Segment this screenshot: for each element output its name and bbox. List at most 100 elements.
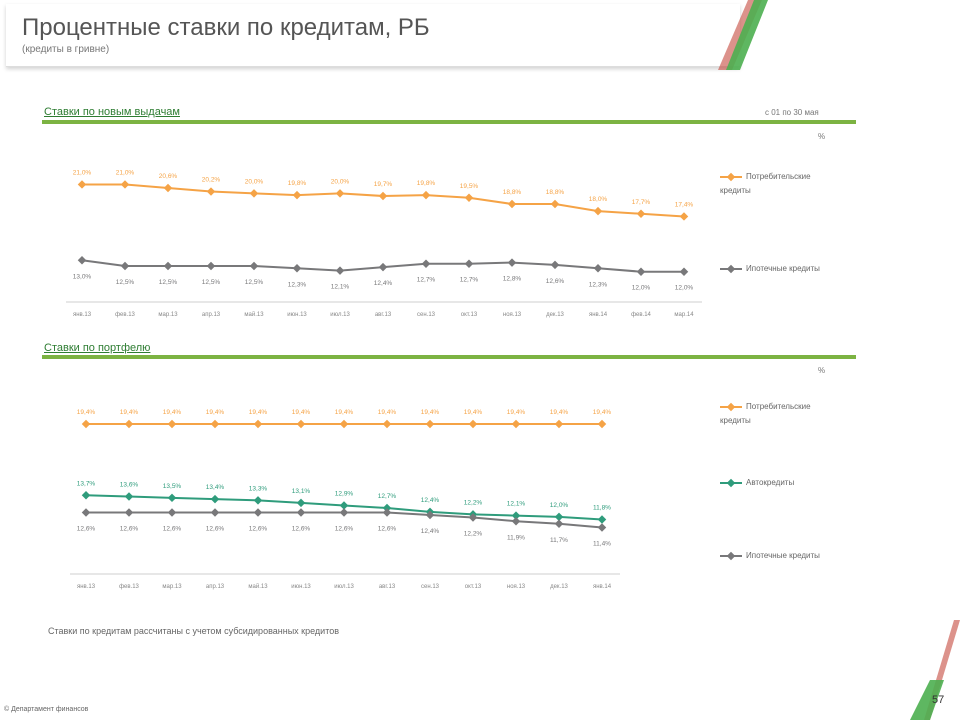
x-tick-label: янв.13 <box>77 584 96 590</box>
data-label-consumer: 17,4% <box>675 201 694 208</box>
x-tick-label: окт.13 <box>465 584 482 590</box>
data-point-consumer <box>81 419 91 429</box>
footnote: Ставки по кредитам рассчитаны с учетом с… <box>48 626 340 636</box>
data-point-consumer <box>378 191 388 201</box>
data-point-consumer <box>421 190 431 200</box>
data-point-mortgage <box>335 266 345 275</box>
x-tick-label: июл.13 <box>334 584 354 590</box>
data-point-mortgage <box>679 267 689 276</box>
x-tick-label: сен.13 <box>421 584 440 590</box>
data-label-car: 13,4% <box>206 484 225 491</box>
data-point-car <box>124 492 134 501</box>
data-point-mortgage <box>464 259 474 268</box>
data-label-consumer: 18,0% <box>589 196 608 203</box>
data-label-mortgage: 12,5% <box>116 279 135 286</box>
data-point-car <box>167 493 177 503</box>
data-label-mortgage: 12,0% <box>632 285 651 292</box>
data-point-consumer <box>554 419 564 429</box>
legend-mortgage-portfolio: Ипотечные кредиты <box>720 549 830 563</box>
legend-label-consumer: Потребительские кредиты <box>720 402 811 425</box>
x-tick-label: янв.14 <box>593 584 612 590</box>
x-tick-label: мар.13 <box>158 312 178 318</box>
x-tick-label: авг.13 <box>379 584 396 590</box>
data-point-consumer <box>382 419 392 429</box>
data-point-mortgage <box>210 508 220 517</box>
data-label-car: 12,0% <box>550 502 569 509</box>
data-label-mortgage: 12,6% <box>206 526 225 533</box>
data-point-mortgage <box>339 508 349 517</box>
header-panel: Процентные ставки по кредитам, РБ (креди… <box>6 4 740 67</box>
x-tick-label: янв.14 <box>589 312 608 318</box>
x-tick-label: май.13 <box>244 311 264 318</box>
data-point-consumer <box>206 187 216 196</box>
legend-marker-consumer <box>720 403 742 411</box>
data-point-consumer <box>511 419 521 429</box>
data-label-car: 12,9% <box>335 490 354 497</box>
data-label-consumer: 20,0% <box>331 178 350 185</box>
data-label-consumer: 17,7% <box>632 199 651 206</box>
data-label-consumer: 19,7% <box>374 181 393 188</box>
unit-percent-new: % <box>818 132 826 141</box>
data-label-consumer: 19,4% <box>77 409 96 416</box>
data-point-mortgage <box>292 264 302 273</box>
footer-department: © Департамент финансов <box>4 706 89 713</box>
data-label-mortgage: 13,0% <box>73 273 92 280</box>
data-label-mortgage: 12,6% <box>335 526 354 533</box>
data-point-consumer <box>550 199 560 209</box>
data-point-mortgage <box>382 508 392 517</box>
data-point-consumer <box>77 180 87 189</box>
x-tick-label: фев.13 <box>115 312 135 318</box>
x-tick-label: ноя.13 <box>503 312 522 318</box>
x-tick-label: дек.13 <box>546 312 564 318</box>
data-label-mortgage: 11,7% <box>550 537 568 544</box>
data-label-consumer: 19,8% <box>288 180 307 187</box>
data-label-consumer: 18,8% <box>546 189 565 196</box>
data-point-mortgage <box>124 508 134 517</box>
data-point-mortgage <box>206 261 216 271</box>
data-label-car: 13,5% <box>163 483 182 490</box>
x-tick-label: июн.13 <box>291 584 311 590</box>
corner-stripe-decoration <box>718 0 768 70</box>
data-label-car: 11,8% <box>593 504 611 511</box>
data-label-consumer: 18,8% <box>503 189 522 196</box>
data-label-mortgage: 12,6% <box>292 526 311 533</box>
section-divider-new <box>42 120 856 124</box>
data-label-consumer: 20,2% <box>202 177 221 184</box>
data-label-mortgage: 12,1% <box>331 284 350 291</box>
data-point-consumer <box>468 419 478 429</box>
data-point-mortgage <box>554 519 564 528</box>
data-point-car <box>339 501 349 510</box>
data-label-consumer: 19,4% <box>335 409 354 416</box>
data-point-consumer <box>339 419 349 429</box>
x-tick-label: ноя.13 <box>507 584 526 590</box>
corner-stripe-decoration <box>910 620 960 720</box>
data-label-consumer: 19,4% <box>464 409 483 416</box>
data-label-mortgage: 12,5% <box>245 279 264 286</box>
data-point-consumer <box>425 419 435 429</box>
x-tick-label: июн.13 <box>287 312 307 318</box>
data-point-consumer <box>507 199 517 209</box>
data-point-mortgage <box>253 508 263 517</box>
data-label-consumer: 19,4% <box>593 409 612 416</box>
data-label-mortgage: 12,3% <box>288 281 307 288</box>
data-point-mortgage <box>507 258 517 267</box>
data-point-consumer <box>464 193 474 203</box>
data-point-consumer <box>120 180 130 189</box>
data-label-mortgage: 12,2% <box>464 531 483 538</box>
period-label: с 01 по 30 мая <box>765 108 819 117</box>
data-point-mortgage <box>77 256 87 265</box>
data-point-consumer <box>253 419 263 429</box>
data-label-consumer: 19,4% <box>249 409 268 416</box>
data-point-mortgage <box>468 513 478 522</box>
data-point-mortgage <box>421 259 431 268</box>
data-label-consumer: 19,8% <box>417 180 436 187</box>
legend-marker-mortgage <box>720 265 742 273</box>
legend-consumer-new: Потребительские кредиты <box>720 170 830 198</box>
data-point-consumer <box>210 419 220 429</box>
data-point-mortgage <box>636 267 646 276</box>
data-point-consumer <box>163 183 173 193</box>
data-point-mortgage <box>81 508 91 517</box>
data-point-consumer <box>636 209 646 219</box>
data-point-car <box>253 496 263 505</box>
data-label-mortgage: 11,9% <box>507 534 525 541</box>
